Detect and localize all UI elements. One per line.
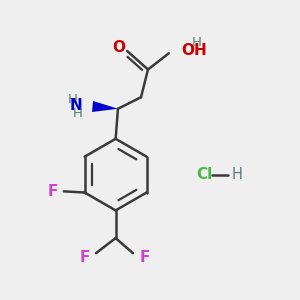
Text: O: O bbox=[112, 40, 126, 55]
Text: F: F bbox=[79, 250, 89, 265]
Text: N: N bbox=[70, 98, 83, 113]
Polygon shape bbox=[92, 101, 118, 112]
Text: F: F bbox=[140, 250, 150, 265]
Text: H: H bbox=[191, 36, 201, 50]
Text: F: F bbox=[48, 184, 58, 199]
Text: OH: OH bbox=[182, 43, 207, 58]
Text: Cl: Cl bbox=[196, 167, 213, 182]
Text: H: H bbox=[68, 93, 77, 106]
Text: H: H bbox=[73, 107, 83, 120]
Text: H: H bbox=[232, 167, 242, 182]
